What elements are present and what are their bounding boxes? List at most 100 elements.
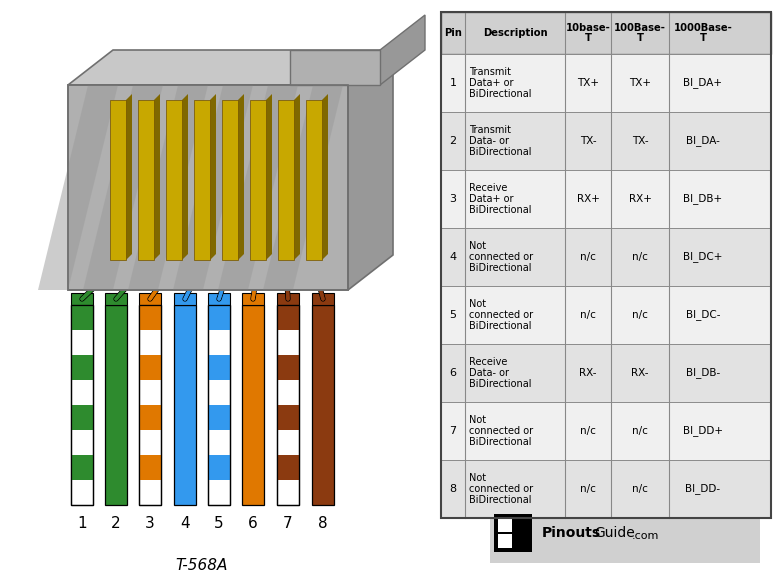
Bar [208, 305, 230, 505]
Text: BI_DC+: BI_DC+ [683, 252, 723, 263]
Bar [71, 455, 93, 480]
Bar [208, 293, 230, 305]
Text: BI_DB+: BI_DB+ [684, 193, 723, 205]
Text: RX-: RX- [631, 368, 649, 378]
Bar [494, 514, 532, 552]
Bar [222, 100, 238, 260]
Text: BI_DA-: BI_DA- [686, 135, 720, 146]
Text: n/c: n/c [580, 484, 596, 494]
Text: Pinouts: Pinouts [542, 526, 601, 540]
Polygon shape [126, 94, 132, 260]
Text: n/c: n/c [580, 252, 596, 262]
Text: BI_DC-: BI_DC- [686, 310, 720, 321]
Bar [71, 305, 93, 505]
Text: n/c: n/c [632, 310, 648, 320]
Bar [441, 286, 771, 344]
Text: 8: 8 [449, 484, 457, 494]
Text: 6: 6 [248, 517, 258, 532]
Text: TX-: TX- [580, 136, 596, 146]
Bar [174, 305, 196, 505]
Bar [139, 293, 161, 305]
Text: 6: 6 [450, 368, 457, 378]
Bar [490, 508, 760, 563]
Text: 5: 5 [450, 310, 457, 320]
Text: 1: 1 [450, 78, 457, 88]
Bar [441, 54, 771, 112]
Polygon shape [182, 94, 188, 260]
Bar [71, 355, 93, 380]
Polygon shape [263, 85, 343, 290]
Text: n/c: n/c [632, 252, 648, 262]
Text: Receive
Data- or
BiDirectional: Receive Data- or BiDirectional [469, 357, 531, 389]
Bar [277, 405, 299, 430]
Bar [208, 405, 230, 430]
Text: 4: 4 [449, 252, 457, 262]
Bar [139, 455, 161, 480]
Polygon shape [154, 94, 160, 260]
Text: Not
connected or
BiDirectional: Not connected or BiDirectional [469, 473, 533, 505]
Text: TX+: TX+ [629, 78, 651, 88]
Text: RX+: RX+ [629, 194, 651, 204]
Bar [138, 100, 154, 260]
Bar [441, 460, 771, 518]
Bar [498, 534, 512, 548]
Text: Not
connected or
BiDirectional: Not connected or BiDirectional [469, 241, 533, 273]
Text: Not
connected or
BiDirectional: Not connected or BiDirectional [469, 299, 533, 331]
Bar [277, 305, 299, 330]
Bar [441, 402, 771, 460]
Bar [242, 293, 264, 305]
Text: 8: 8 [319, 517, 328, 532]
Text: 2: 2 [111, 517, 120, 532]
Polygon shape [294, 94, 300, 260]
Bar [71, 305, 93, 330]
Text: BI_DD+: BI_DD+ [683, 425, 723, 436]
Bar [71, 405, 93, 430]
Text: TX+: TX+ [577, 78, 599, 88]
Bar [441, 12, 771, 518]
Polygon shape [218, 85, 298, 290]
Bar [312, 293, 334, 305]
Polygon shape [348, 50, 393, 290]
Text: 3: 3 [145, 517, 155, 532]
Text: 100Base-
T: 100Base- T [614, 23, 666, 44]
Bar [277, 293, 299, 305]
Text: 7: 7 [283, 517, 293, 532]
Polygon shape [380, 15, 425, 85]
Bar [208, 455, 230, 480]
Bar [71, 293, 93, 305]
Text: BI_DA+: BI_DA+ [684, 77, 723, 88]
Text: 5: 5 [214, 517, 224, 532]
Text: T-568A: T-568A [176, 558, 228, 573]
Bar [139, 305, 161, 505]
Text: Description: Description [483, 28, 547, 38]
Bar [441, 228, 771, 286]
Bar [110, 100, 126, 260]
Polygon shape [68, 50, 393, 85]
Polygon shape [38, 85, 118, 290]
Text: Transmit
Data+ or
BiDirectional: Transmit Data+ or BiDirectional [469, 67, 531, 99]
Text: BI_DD-: BI_DD- [685, 483, 720, 494]
Polygon shape [322, 94, 328, 260]
Text: 7: 7 [449, 426, 457, 436]
Bar [68, 85, 348, 290]
Polygon shape [238, 94, 244, 260]
Bar [194, 100, 210, 260]
Text: RX-: RX- [579, 368, 597, 378]
Bar [208, 305, 230, 330]
Bar [441, 112, 771, 170]
Text: n/c: n/c [632, 426, 648, 436]
Text: .com: .com [632, 531, 660, 541]
Bar [290, 50, 380, 85]
Text: Receive
Data+ or
BiDirectional: Receive Data+ or BiDirectional [469, 183, 531, 215]
Text: Transmit
Data- or
BiDirectional: Transmit Data- or BiDirectional [469, 125, 531, 157]
Text: n/c: n/c [580, 310, 596, 320]
Bar [250, 100, 266, 260]
Bar [139, 305, 161, 505]
Text: n/c: n/c [580, 426, 596, 436]
Bar [105, 293, 127, 305]
Bar [277, 305, 299, 505]
Text: n/c: n/c [632, 484, 648, 494]
Bar [441, 170, 771, 228]
Text: 1000Base-
T: 1000Base- T [674, 23, 733, 44]
Text: 1: 1 [77, 517, 87, 532]
